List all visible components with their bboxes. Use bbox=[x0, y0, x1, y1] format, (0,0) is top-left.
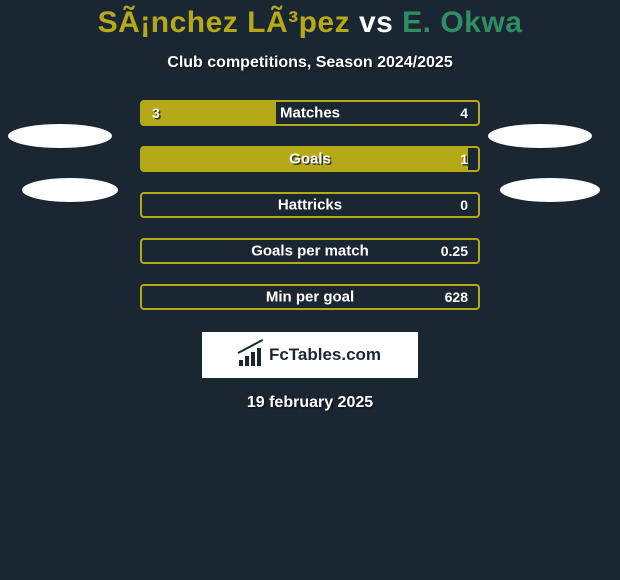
decorative-ellipse bbox=[488, 124, 592, 148]
decorative-ellipse bbox=[500, 178, 600, 202]
stat-label: Min per goal bbox=[266, 289, 354, 306]
stat-value-right: 4 bbox=[460, 105, 468, 121]
stat-rows: 3 Matches 4 Goals 1 Hattricks 0 Goals per match… bbox=[140, 100, 480, 310]
brand-main: Tables bbox=[289, 345, 342, 364]
stat-value-right: 628 bbox=[445, 289, 468, 305]
stat-bar: Goals 1 bbox=[140, 146, 480, 172]
stat-value-right: 0.25 bbox=[441, 243, 468, 259]
subtitle: Club competitions, Season 2024/2025 bbox=[0, 54, 620, 72]
decorative-ellipse bbox=[22, 178, 118, 202]
page-title: SÃ¡nchez LÃ³pez vs E. Okwa bbox=[0, 6, 620, 40]
stat-bar-fill bbox=[142, 102, 276, 124]
stat-label: Goals per match bbox=[251, 243, 369, 260]
brand-prefix: Fc bbox=[269, 345, 289, 364]
date-label: 19 february 2025 bbox=[0, 394, 620, 412]
brand-badge: FcTables.com bbox=[202, 332, 418, 378]
player2-name: E. Okwa bbox=[402, 6, 522, 39]
stat-label: Goals bbox=[289, 151, 331, 168]
brand-chart-icon bbox=[239, 344, 265, 366]
stat-bar: Goals per match 0.25 bbox=[140, 238, 480, 264]
comparison-infographic: SÃ¡nchez LÃ³pez vs E. Okwa Club competit… bbox=[0, 0, 620, 580]
stat-value-right: 0 bbox=[460, 197, 468, 213]
stat-bar: 3 Matches 4 bbox=[140, 100, 480, 126]
brand-text: FcTables.com bbox=[269, 345, 381, 365]
stat-value-right: 1 bbox=[460, 151, 468, 167]
player1-name: SÃ¡nchez LÃ³pez bbox=[98, 6, 351, 39]
decorative-ellipse bbox=[8, 124, 112, 148]
stat-value-left: 3 bbox=[152, 105, 160, 121]
stat-label: Matches bbox=[280, 105, 340, 122]
vs-label: vs bbox=[359, 6, 393, 39]
stat-bar: Min per goal 628 bbox=[140, 284, 480, 310]
brand-suffix: .com bbox=[341, 345, 381, 364]
stat-label: Hattricks bbox=[278, 197, 342, 214]
stat-bar: Hattricks 0 bbox=[140, 192, 480, 218]
